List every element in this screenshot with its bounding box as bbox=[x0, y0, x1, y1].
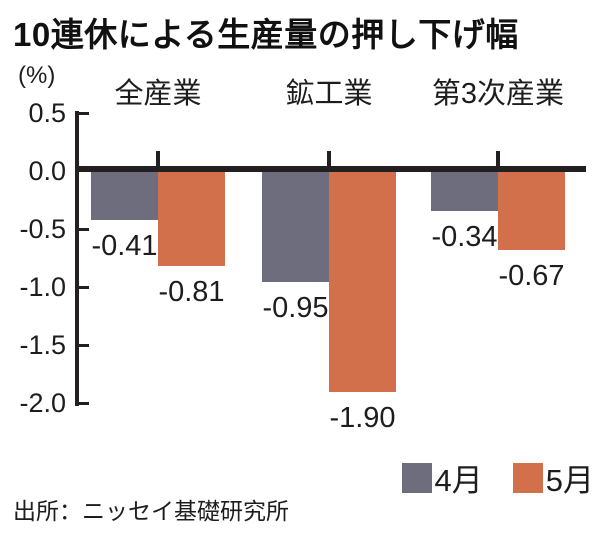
legend-label: 5月 bbox=[545, 463, 594, 498]
y-axis-tick bbox=[75, 111, 89, 115]
y-axis-tick-label: -2.0 bbox=[19, 388, 66, 418]
bar-value-label: -0.41 bbox=[91, 229, 158, 262]
legend-item-series1: 5月 bbox=[512, 455, 594, 500]
y-axis-tick-label: -1.0 bbox=[19, 272, 66, 302]
legend-swatch bbox=[401, 462, 432, 493]
bar-value-label: -1.90 bbox=[329, 402, 396, 435]
bar-series1-cat1 bbox=[329, 172, 396, 393]
category-label: 全産業 bbox=[114, 78, 202, 110]
bar-value-label: -0.81 bbox=[158, 275, 225, 308]
x-axis-tick bbox=[496, 151, 500, 166]
bar-series0-cat2 bbox=[431, 172, 498, 212]
bar-value-label: -0.34 bbox=[431, 221, 498, 254]
chart-title: 10連休による生産量の押し下げ幅 bbox=[13, 16, 519, 53]
legend-item-series0: 4月 bbox=[401, 455, 483, 500]
bar-value-label: -0.95 bbox=[262, 292, 329, 325]
bar-value-label: -0.67 bbox=[498, 259, 565, 292]
legend-label: 4月 bbox=[434, 463, 483, 498]
y-axis-tick bbox=[75, 285, 89, 289]
category-label: 第3次産業 bbox=[431, 78, 565, 110]
y-axis-tick-label: -1.5 bbox=[19, 330, 66, 360]
x-axis-tick bbox=[327, 151, 331, 166]
y-axis-tick bbox=[75, 227, 89, 231]
x-axis-tick bbox=[156, 151, 160, 166]
legend-swatch bbox=[512, 462, 543, 493]
y-axis-tick-label: -0.5 bbox=[19, 214, 66, 244]
category-label: 鉱工業 bbox=[285, 78, 373, 110]
y-axis-tick-label: 0.0 bbox=[28, 156, 66, 186]
bar-series0-cat0 bbox=[91, 172, 158, 220]
source-note: 出所：ニッセイ基礎研究所 bbox=[13, 498, 289, 524]
zero-baseline bbox=[75, 166, 586, 172]
y-axis-tick bbox=[75, 401, 89, 405]
bar-series0-cat1 bbox=[262, 172, 329, 283]
legend: 4月 5月 bbox=[401, 455, 594, 500]
y-axis-unit-label: (%) bbox=[18, 62, 56, 89]
y-axis-tick-label: 0.5 bbox=[28, 98, 66, 128]
y-axis-tick bbox=[75, 343, 89, 347]
bar-series1-cat2 bbox=[498, 172, 565, 250]
bar-series1-cat0 bbox=[158, 172, 225, 266]
y-axis-line bbox=[75, 111, 79, 406]
